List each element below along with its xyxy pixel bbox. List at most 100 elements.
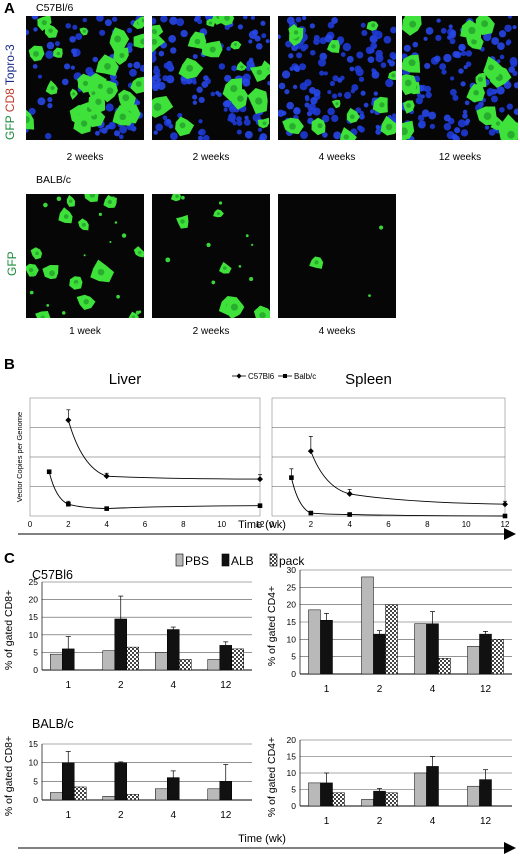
- panel-b-letter: B: [4, 356, 15, 373]
- nucleus: [186, 78, 193, 85]
- nucleus: [443, 123, 452, 131]
- gfp-cell-core: [230, 303, 238, 311]
- nucleus: [304, 102, 310, 108]
- nucleus: [361, 29, 368, 37]
- nucleus: [390, 26, 396, 34]
- nucleus: [319, 52, 328, 61]
- y-tick-label: 20: [287, 735, 297, 745]
- nucleus: [203, 75, 209, 81]
- nucleus: [222, 100, 230, 108]
- gfp-cell-core: [106, 87, 114, 95]
- gfp-speck: [379, 225, 384, 230]
- nucleus: [486, 88, 495, 96]
- nucleus: [360, 90, 366, 96]
- nucleus: [230, 116, 236, 122]
- nucleus: [162, 115, 168, 121]
- nucleus: [299, 63, 307, 71]
- bar-alb: [219, 781, 232, 801]
- gfp-speck: [138, 310, 142, 314]
- nucleus: [507, 16, 513, 19]
- x-tick-label: 10: [217, 520, 226, 529]
- gfp-cell-core: [402, 127, 408, 136]
- bar-pack: [126, 646, 139, 671]
- gfp-cell-core: [468, 26, 476, 35]
- data-point: [104, 506, 109, 511]
- gfp-cell-core: [97, 83, 103, 89]
- gfp-cell-core: [259, 312, 266, 318]
- nucleus: [293, 107, 301, 115]
- panel-b-line-charts: 0 2 4 6 8 10 12 Liver Vector Copies per Genome 0 2…: [15, 371, 516, 540]
- series-line-balbc: [48, 471, 261, 510]
- micrograph-c57-1: [26, 16, 144, 140]
- nucleus: [177, 112, 183, 118]
- bar-pbs: [102, 796, 115, 801]
- nucleus: [265, 39, 270, 44]
- y-axis-label: Vector Copies per Genome: [15, 412, 24, 502]
- x-tick-label: 12: [220, 680, 232, 691]
- strain-label: BALB/c: [32, 717, 74, 731]
- y-axis-label: % of gated CD4+: [266, 737, 278, 817]
- chart-title: Liver: [109, 371, 142, 388]
- y-tick-label: 5: [33, 647, 38, 657]
- gfp-cell-core: [224, 16, 230, 21]
- x-tick-label: 2: [118, 810, 124, 821]
- bar-pbs: [102, 650, 115, 671]
- nucleus: [286, 101, 294, 110]
- nucleus: [72, 24, 78, 30]
- nucleus: [198, 119, 203, 124]
- gfp-cell-core: [135, 81, 142, 87]
- caption-c57-2: 2 weeks: [192, 152, 230, 163]
- bar-alb: [219, 645, 232, 671]
- nucleus: [152, 84, 160, 92]
- nucleus: [327, 21, 335, 29]
- gfp-cell-core: [180, 219, 185, 224]
- panel-a-letter: A: [4, 0, 15, 17]
- bar-pbs: [361, 576, 374, 675]
- y-tick-label: 0: [33, 665, 38, 675]
- nucleus: [72, 52, 77, 58]
- nucleus: [169, 16, 178, 25]
- nucleus: [32, 64, 38, 69]
- gfp-speck: [251, 243, 254, 246]
- gfp-cell-core: [153, 103, 162, 111]
- nucleus: [28, 107, 36, 115]
- nucleus: [367, 56, 375, 63]
- gfp-cell-core: [28, 267, 34, 273]
- nucleus: [157, 81, 166, 90]
- gfp-cell-core: [81, 222, 86, 227]
- nucleus: [163, 62, 170, 69]
- gfp-speck: [29, 290, 34, 295]
- nucleus: [496, 59, 501, 64]
- nucleus: [496, 86, 505, 95]
- bar-alb: [167, 777, 180, 801]
- legend-swatch-alb: [221, 553, 230, 567]
- gfp-cell-core: [41, 19, 47, 26]
- nucleus: [158, 50, 165, 57]
- nucleus: [417, 114, 425, 122]
- nucleus: [244, 115, 249, 120]
- nucleus: [196, 86, 203, 93]
- nucleus: [167, 75, 173, 81]
- nucleus: [465, 118, 471, 124]
- nucleus: [363, 102, 369, 108]
- gfp-speck: [245, 234, 249, 238]
- bar-alb: [62, 648, 75, 671]
- nucleus: [61, 78, 69, 86]
- data-point: [347, 512, 352, 517]
- nucleus: [319, 70, 325, 76]
- nucleus: [323, 71, 328, 76]
- nucleus: [340, 75, 345, 81]
- bar-pack: [231, 648, 244, 671]
- gfp-cell-core: [80, 120, 88, 127]
- bar-pbs: [207, 788, 220, 801]
- nucleus: [313, 34, 320, 41]
- nucleus: [484, 125, 490, 130]
- nucleus: [82, 17, 88, 23]
- gfp-speck: [98, 212, 102, 216]
- nucleus: [346, 55, 354, 63]
- stain-topro: Topro-3: [3, 44, 17, 86]
- gfp-cell-core: [477, 76, 484, 82]
- x-tick-label: 8: [425, 520, 430, 529]
- nucleus: [31, 16, 39, 20]
- nucleus: [300, 131, 308, 139]
